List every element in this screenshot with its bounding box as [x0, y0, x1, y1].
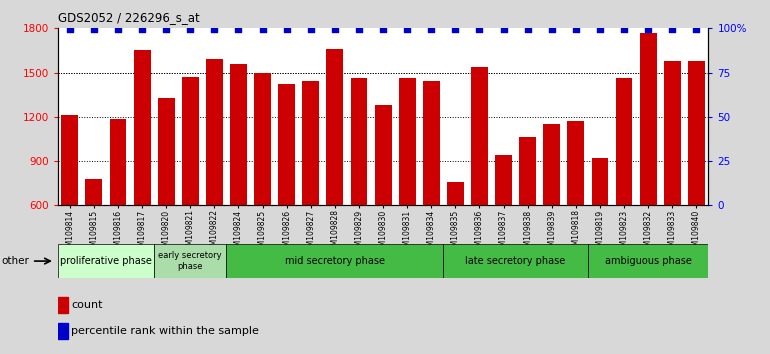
Bar — [588, 244, 708, 278]
Point — [208, 27, 220, 32]
Point — [425, 27, 437, 32]
Text: early secretory
phase: early secretory phase — [159, 251, 222, 271]
Bar — [154, 244, 226, 278]
Text: mid secretory phase: mid secretory phase — [285, 256, 385, 266]
Bar — [58, 244, 154, 278]
Text: ambiguous phase: ambiguous phase — [604, 256, 691, 266]
Point — [594, 27, 606, 32]
Bar — [375, 105, 391, 205]
Point — [64, 27, 76, 32]
Bar — [278, 84, 295, 205]
Bar — [109, 119, 126, 205]
Point — [353, 27, 365, 32]
Point — [618, 27, 630, 32]
Bar — [688, 61, 705, 205]
Bar — [230, 64, 247, 205]
Point — [233, 27, 245, 32]
Bar — [303, 81, 320, 205]
Text: count: count — [72, 299, 103, 310]
Point — [474, 27, 486, 32]
Point — [377, 27, 389, 32]
Point — [642, 27, 654, 32]
Text: other: other — [2, 256, 29, 266]
Bar — [182, 77, 199, 205]
Point — [497, 27, 510, 32]
Bar — [254, 73, 271, 205]
Bar — [62, 115, 79, 205]
Point — [401, 27, 413, 32]
Point — [329, 27, 341, 32]
Text: percentile rank within the sample: percentile rank within the sample — [72, 326, 259, 336]
Point — [690, 27, 702, 32]
Bar — [519, 137, 536, 205]
Bar — [423, 81, 440, 205]
Bar — [567, 121, 584, 205]
Point — [546, 27, 558, 32]
Bar — [85, 179, 102, 205]
Bar — [158, 98, 175, 205]
Bar — [495, 155, 512, 205]
Bar — [58, 323, 68, 339]
Point — [136, 27, 149, 32]
Bar — [616, 79, 632, 205]
Bar — [640, 33, 657, 205]
Bar — [544, 124, 561, 205]
Bar — [58, 297, 68, 313]
Bar — [134, 51, 150, 205]
Bar — [471, 67, 488, 205]
Bar — [326, 49, 343, 205]
Bar — [591, 158, 608, 205]
Text: GDS2052 / 226296_s_at: GDS2052 / 226296_s_at — [58, 11, 199, 24]
Point — [280, 27, 293, 32]
Bar — [664, 61, 681, 205]
Point — [256, 27, 269, 32]
Point — [305, 27, 317, 32]
Point — [449, 27, 461, 32]
Bar — [206, 59, 223, 205]
Bar — [399, 79, 416, 205]
Point — [184, 27, 196, 32]
Point — [570, 27, 582, 32]
Bar — [226, 244, 444, 278]
Point — [112, 27, 124, 32]
Point — [521, 27, 534, 32]
Bar — [447, 182, 464, 205]
Bar — [350, 79, 367, 205]
Text: late secretory phase: late secretory phase — [466, 256, 566, 266]
Text: proliferative phase: proliferative phase — [60, 256, 152, 266]
Point — [88, 27, 100, 32]
Point — [666, 27, 678, 32]
Point — [160, 27, 172, 32]
Bar — [444, 244, 588, 278]
